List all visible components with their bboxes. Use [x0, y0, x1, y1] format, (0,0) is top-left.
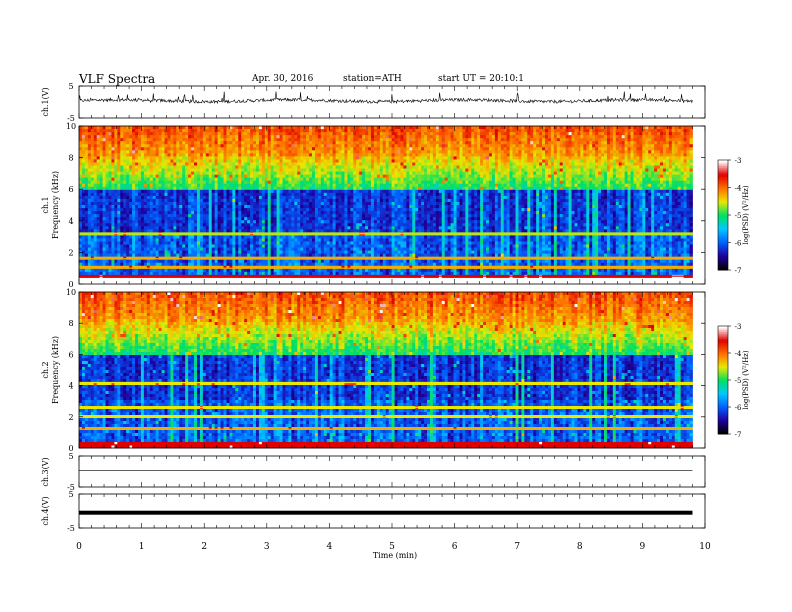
ch1-spectrogram-ytick-label-3: 6 — [68, 185, 73, 194]
ch2-colorbar-label: log(PSD) (V²/Hz) — [742, 350, 750, 409]
date-label: Apr. 30, 2016 — [252, 74, 313, 84]
ch1-spectrogram-ytick-label-2: 4 — [68, 217, 73, 226]
start-time-label: start UT = 20:10:1 — [438, 74, 524, 84]
x-tick-label-10: 10 — [699, 542, 711, 552]
x-tick-label-1: 1 — [139, 542, 145, 552]
x-tick-label-9: 9 — [640, 542, 646, 552]
x-tick-label-0: 0 — [76, 542, 82, 552]
x-tick-label-8: 8 — [577, 542, 583, 552]
ch2-spectrogram-ylabel: Frequency (kHz) — [51, 336, 60, 404]
ch1-colorbar-tick-label-2: -5 — [735, 212, 742, 220]
ch1-spectrogram-ytick-label-5: 10 — [66, 122, 76, 131]
ch3-waveform-ylabel: ch.3(V) — [41, 457, 50, 486]
ch3-waveform-ytick-label-0: 5 — [68, 452, 73, 461]
x-tick-label-5: 5 — [389, 542, 395, 552]
ch1-spectrogram-ytick-label-4: 8 — [68, 154, 73, 163]
x-axis-label: Time (min) — [373, 551, 417, 560]
ch2-colorbar-tick-label-1: -4 — [735, 350, 742, 358]
ch2-spectrogram-image — [79, 292, 693, 449]
ch3-waveform-ytick-label-1: -5 — [67, 483, 75, 492]
ch2-spectrogram-channel-label: ch.2 — [41, 361, 50, 378]
x-tick-label-4: 4 — [327, 542, 333, 552]
ch4-waveform-trace — [79, 510, 693, 515]
ch1-colorbar-label: log(PSD) (V²/Hz) — [742, 185, 750, 244]
ch1-colorbar-tick-label-0: -3 — [735, 157, 742, 165]
ch1-waveform-ylabel: ch.1(V) — [41, 87, 50, 116]
ch1-spectrogram-channel-label: ch.1 — [41, 196, 50, 213]
ch2-colorbar-tick-label-3: -6 — [735, 404, 742, 412]
x-tick-label-3: 3 — [264, 542, 270, 552]
ch1-colorbar-tick-label-4: -7 — [735, 267, 742, 275]
ch2-spectrogram-ytick-label-1: 2 — [68, 413, 73, 422]
ch1-waveform-ytick-label-0: 5 — [68, 82, 73, 91]
ch1-colorbar-tick-label-1: -4 — [735, 185, 742, 193]
figure-title: VLF Spectra — [79, 72, 155, 86]
ch2-spectrogram-ytick-label-5: 10 — [66, 288, 76, 297]
ch2-spectrogram-ytick-label-2: 4 — [68, 382, 73, 391]
ch4-waveform-ytick-label-1: -5 — [67, 524, 75, 533]
ch1-spectrogram-ylabel: Frequency (kHz) — [51, 171, 60, 239]
ch2-spectrogram-ytick-label-0: 0 — [68, 444, 73, 453]
ch1-waveform-ytick-label-1: -5 — [67, 114, 75, 123]
ch1-colorbar-tick-label-3: -6 — [735, 240, 742, 248]
ch4-waveform-ylabel: ch.4(V) — [41, 496, 50, 525]
ch1-spectrogram-ytick-label-0: 0 — [68, 280, 73, 289]
ch1-spectrogram-image — [79, 126, 693, 285]
ch2-colorbar-tick-label-0: -3 — [735, 323, 742, 331]
ch2-colorbar-tick-label-4: -7 — [735, 431, 742, 439]
ch2-colorbar-tick-label-2: -5 — [735, 377, 742, 385]
ch1-waveform-trace — [78, 91, 693, 105]
ch2-spectrogram-ytick-label-4: 8 — [68, 319, 73, 328]
ch1-spectrogram-ytick-label-1: 2 — [68, 248, 73, 257]
station-label: station=ATH — [343, 74, 402, 84]
x-tick-label-7: 7 — [514, 542, 520, 552]
ch2-spectrogram-ytick-label-3: 6 — [68, 350, 73, 359]
ch2-colorbar — [718, 326, 728, 435]
ch4-waveform-ytick-label-0: 5 — [68, 490, 73, 499]
x-tick-label-6: 6 — [452, 542, 458, 552]
x-tick-label-2: 2 — [201, 542, 207, 552]
ch1-colorbar — [718, 160, 728, 271]
